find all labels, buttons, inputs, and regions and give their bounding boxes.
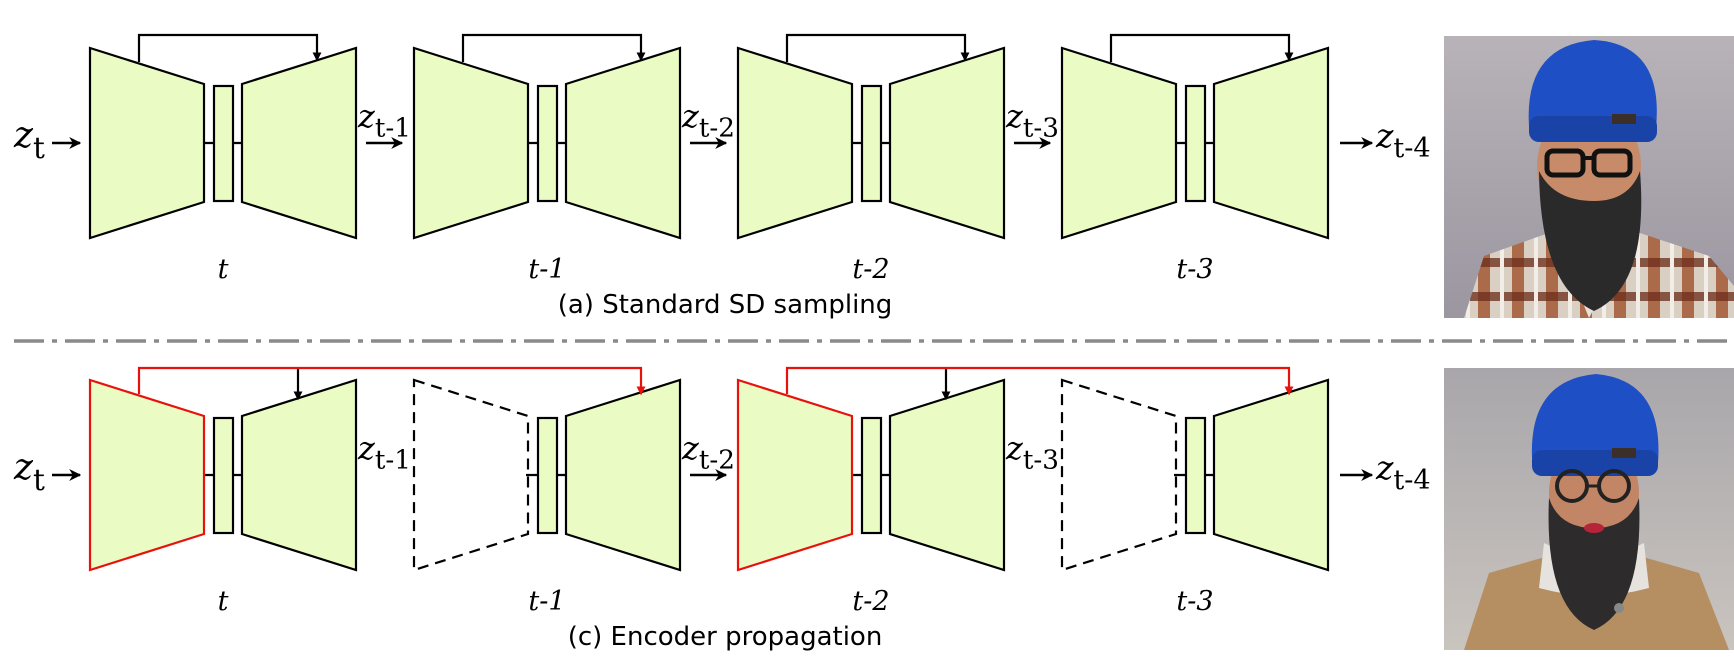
propagated-encoder-features [137,366,646,396]
timestep-label: t-3 [1176,586,1213,617]
unet-t-3: t-3 [1060,378,1330,617]
timestep-label: t-2 [852,254,889,285]
timestep-label: t [218,586,229,617]
decoder [888,46,1006,240]
encoder [412,46,530,240]
skip-connection [1109,33,1294,62]
input-latent-label: zt [13,115,45,165]
panel-caption: (c) Encoder propagation [568,622,883,652]
unet-t-2: t-2 [736,33,1006,285]
mid-block [860,416,883,535]
skip-connection [785,33,970,62]
decoder [564,378,682,572]
panel-encoder-propagation: t t-1 t-2 t-3 zt zt-1 zt-2 zt-3 zt-4 (c) Encoder … [13,366,1431,652]
unet-t: t [88,368,358,617]
step-latent-label: zt-3 [1005,429,1059,476]
mid-block [536,84,559,203]
decoder [1212,378,1330,572]
encoder-key [736,378,854,572]
skip-connection [461,33,646,62]
unet-t-3: t-3 [1060,33,1330,285]
timestep-label: t-3 [1176,254,1213,285]
mid-block [212,84,235,203]
mid-block [1184,416,1207,535]
skip-connection [137,33,322,62]
input-latent-label: zt [13,447,45,497]
output-latent-label: zt-4 [1375,448,1431,496]
encoder [88,46,206,240]
unet-t-1: t-1 [412,378,682,617]
timestep-label: t-1 [528,254,565,285]
mid-block [536,416,559,535]
encoder [736,46,854,240]
propagated-encoder-features [785,366,1294,396]
step-latent-label: zt-3 [1005,97,1059,144]
unet-t-2: t-2 [736,368,1006,617]
decoder [1212,46,1330,240]
step-latent-label: zt-2 [681,97,735,144]
decoder [240,378,358,572]
mid-block [212,416,235,535]
encoder-skipped [412,378,530,572]
panel-standard-sampling: t t-1 t-2 t-3 zt zt-1 zt-2 zt-3 zt-4 (a) Standard… [13,33,1431,320]
encoder-key [88,378,206,572]
decoder [888,378,1006,572]
timestep-label: t-1 [528,586,565,617]
encoder-skipped [1060,378,1178,572]
decoder [564,46,682,240]
timestep-label: t-2 [852,586,889,617]
step-latent-label: zt-1 [357,97,411,144]
decoder [240,46,358,240]
panel-caption: (a) Standard SD sampling [558,290,893,320]
mid-block [1184,84,1207,203]
timestep-label: t [218,254,229,285]
unet-t-1: t-1 [412,33,682,285]
sample-image-standard [1444,36,1734,318]
step-latent-label: zt-1 [357,429,411,476]
encoder [1060,46,1178,240]
mid-block [860,84,883,203]
step-latent-label: zt-2 [681,429,735,476]
sample-image-encoder-propagation [1444,368,1734,650]
output-latent-label: zt-4 [1375,116,1431,164]
unet-t: t [88,33,358,285]
